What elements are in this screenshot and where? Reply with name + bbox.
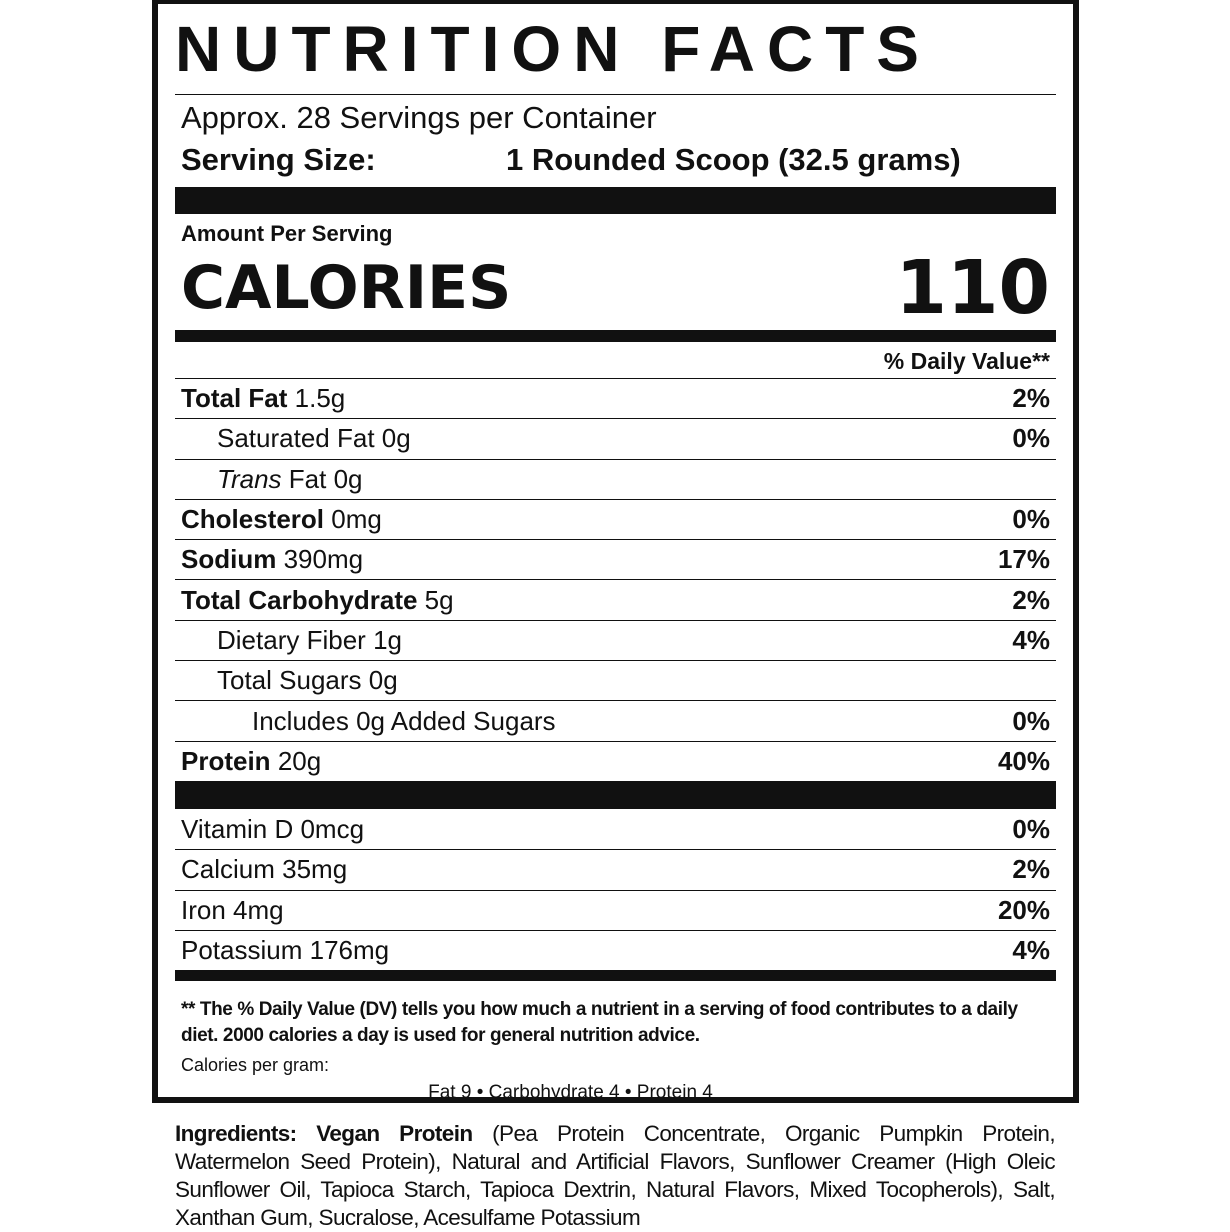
nutrient-name: Total Carbohydrate [181, 584, 418, 615]
nutrient-row-sodium: Sodium 390mg 17% [175, 539, 1056, 579]
vitamin-row: Potassium 176mg 4% [175, 929, 1056, 970]
nutrient-row-trans-fat: Trans Fat 0g [175, 458, 1056, 499]
nutrient-amount: 390mg [283, 544, 364, 575]
nutrient-name: Protein [181, 745, 271, 776]
vitamin-name: Potassium 176mg [181, 935, 390, 965]
nutrient-dv: 0% [1012, 504, 1050, 535]
nutrient-dv: 40% [997, 745, 1050, 776]
nutrient-dv: 0% [1012, 423, 1050, 454]
nutrient-dv: 4% [1012, 624, 1050, 655]
nutrient-name: Total Fat [181, 383, 288, 414]
vitamin-row: Vitamin D 0mcg 0% [175, 809, 1056, 849]
thick-divider [175, 330, 1056, 342]
nutrient-amount: 0g [368, 665, 398, 696]
serving-size: Serving Size: 1 Rounded Scoop (32.5 gram… [175, 139, 1056, 187]
vitamin-dv: 0% [1012, 813, 1050, 844]
divider [175, 94, 1056, 95]
nutrient-name: Trans [217, 463, 282, 494]
nutrient-amount: 0g [333, 463, 363, 494]
vitamin-name: Calcium 35mg [181, 854, 348, 885]
nutrient-amount: 0g [381, 423, 411, 454]
label-title: NUTRITION FACTS [175, 13, 931, 85]
nutrient-row-added-sugars: Includes 0g Added Sugars 0% [175, 700, 1056, 740]
daily-value-header: % Daily Value** [883, 348, 1050, 374]
calories-value: 110 [895, 245, 1050, 331]
nutrient-row-total-fat: Total Fat 1.5g 2% [175, 378, 1056, 418]
nutrient-name: Includes 0g Added Sugars [252, 705, 556, 736]
nutrient-amount: 5g [424, 584, 454, 615]
nutrition-facts-label: NUTRITION FACTS Approx. 28 Servings per … [152, 0, 1079, 1103]
calories-per-gram-label: Calories per gram: [181, 1055, 330, 1076]
nutrient-amount: 1g [373, 624, 402, 655]
vitamin-name: Vitamin D 0mcg [181, 813, 365, 844]
nutrient-name-suffix: Fat [288, 463, 327, 494]
nutrient-amount: 20g [277, 745, 322, 776]
serving-size-value: 1 Rounded Scoop (32.5 grams) [506, 142, 961, 177]
calories-label: CALORIES [181, 253, 512, 323]
nutrient-amount: 1.5g [294, 383, 346, 414]
nutrient-amount: 0mg [331, 504, 382, 535]
vitamin-dv: 2% [1012, 854, 1050, 885]
ingredients: Ingredients: Vegan Protein (Pea Protein … [175, 1120, 1056, 1232]
nutrient-name: Dietary Fiber [217, 624, 366, 655]
nutrient-dv: 2% [1012, 383, 1050, 414]
thick-divider [175, 970, 1056, 982]
nutrient-name: Cholesterol [181, 504, 325, 535]
nutrient-row-saturated-fat: Saturated Fat 0g 0% [175, 418, 1056, 458]
servings-per-container: Approx. 28 Servings per Container [181, 100, 657, 135]
thick-divider [175, 780, 1056, 809]
ingredients-text: (Pea Protein Concentrate, Organic Pumpki… [175, 1121, 1056, 1230]
ingredients-label: Ingredients: Vegan Protein [175, 1121, 473, 1146]
calorie-ratios: Fat 9 • Carbohydrate 4 • Protein 4 [428, 1082, 713, 1104]
nutrient-name: Sodium [181, 544, 277, 575]
vitamin-dv: 4% [1012, 935, 1050, 965]
amount-per-serving: Amount Per Serving [181, 221, 393, 246]
vitamin-row: Calcium 35mg 2% [175, 849, 1056, 889]
nutrient-name: Total Sugars [217, 665, 362, 696]
nutrient-dv: 0% [1012, 705, 1050, 736]
nutrient-row-cholesterol: Cholesterol 0mg 0% [175, 498, 1056, 539]
nutrient-row-total-sugars: Total Sugars 0g [175, 660, 1056, 700]
daily-value-footnote: ** The % Daily Value (DV) tells you how … [181, 999, 1018, 1047]
calories-row: CALORIES 110 [175, 245, 1056, 331]
vitamin-name: Iron 4mg [181, 894, 284, 925]
nutrient-row-dietary-fiber: Dietary Fiber 1g 4% [175, 619, 1056, 660]
thick-divider [175, 187, 1056, 214]
nutrient-name: Saturated Fat [217, 423, 375, 454]
nutrient-dv: 2% [1012, 584, 1050, 615]
serving-size-label: Serving Size: [181, 142, 376, 177]
nutrient-dv: 17% [997, 544, 1050, 575]
vitamin-row: Iron 4mg 20% [175, 889, 1056, 930]
nutrient-row-protein: Protein 20g 40% [175, 740, 1056, 781]
nutrient-row-total-carbohydrate: Total Carbohydrate 5g 2% [175, 579, 1056, 619]
vitamin-dv: 20% [997, 894, 1050, 925]
